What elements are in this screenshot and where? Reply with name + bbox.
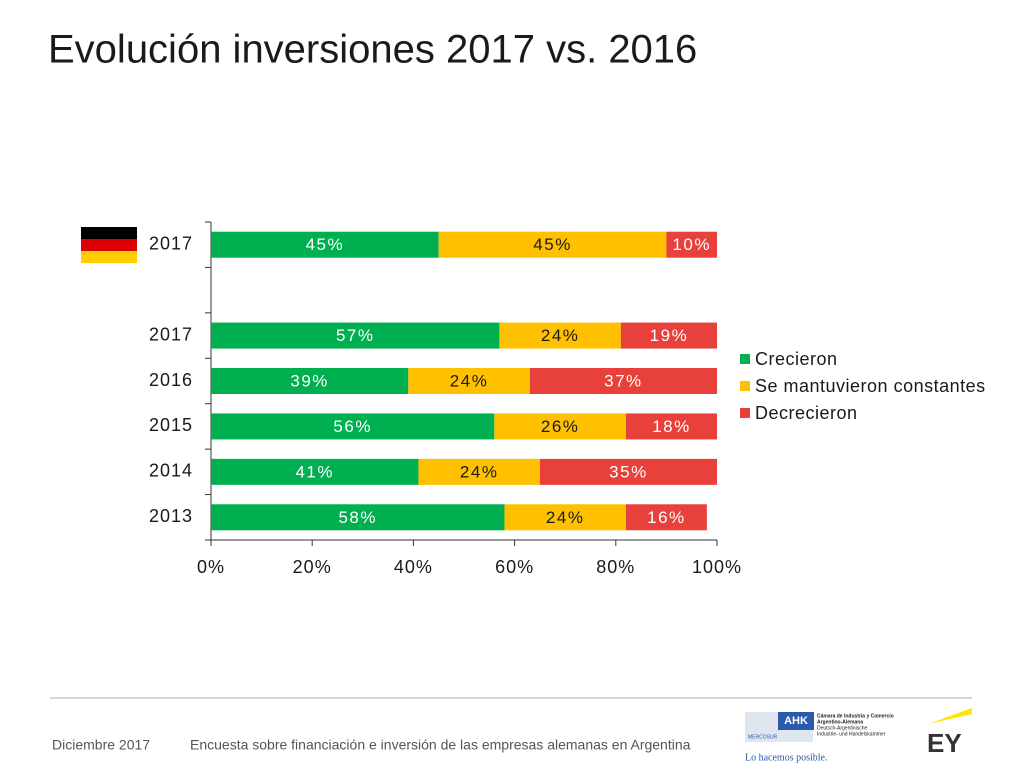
bar-segment: [539, 458, 717, 485]
data-label: 45%: [306, 235, 345, 254]
bar-segment: [620, 322, 717, 349]
bar-segment: [211, 413, 495, 440]
y-tick-label: 2017: [149, 233, 193, 253]
ahk-line: Cámara de Industria y Comercio: [817, 713, 894, 719]
data-label: 57%: [336, 326, 375, 345]
x-tick-label: 80%: [596, 557, 635, 577]
data-label: 24%: [450, 371, 489, 390]
bar-segment: [408, 368, 530, 394]
footer-date: Diciembre 2017: [52, 737, 150, 753]
bar-segment: [625, 413, 717, 440]
data-label: 24%: [541, 326, 580, 345]
ey-logo: EY: [927, 708, 972, 758]
legend-swatch: [740, 381, 750, 391]
slide-title: Evolución inversiones 2017 vs. 2016: [48, 28, 697, 72]
ahk-line: Industrie- und Handelskammer: [817, 731, 886, 737]
bar-segment: [625, 504, 707, 531]
legend-label: Crecieron: [755, 349, 838, 369]
bar-segment: [499, 322, 621, 349]
x-tick-label: 100%: [692, 557, 742, 577]
bar-segment: [438, 231, 667, 258]
bar-segment: [211, 322, 500, 349]
x-tick-label: 20%: [293, 557, 332, 577]
bar-segment: [666, 231, 717, 258]
bar-segment: [504, 504, 626, 531]
mercosur: MERCOSUR: [748, 734, 778, 740]
y-tick-label: 2017: [149, 324, 193, 344]
legend-label: Se mantuvieron constantes: [755, 376, 986, 396]
data-label: 56%: [333, 417, 372, 436]
bar-segment: [529, 368, 717, 394]
germany-flag: [81, 227, 137, 263]
data-label: 26%: [541, 417, 580, 436]
data-label: 10%: [672, 235, 711, 254]
bar-segment: [211, 368, 409, 394]
data-label: 35%: [609, 462, 648, 481]
y-tick-label: 2015: [149, 415, 193, 435]
ahk-mark: AHK: [784, 715, 808, 727]
ahk-line: Deutsch-Argentinische: [817, 725, 868, 731]
data-label: 37%: [604, 371, 643, 390]
data-label: 24%: [460, 462, 499, 481]
footer-text: Encuesta sobre financiación e inversión …: [190, 737, 691, 753]
data-label: 58%: [338, 508, 377, 527]
ey-mark: EY: [927, 728, 962, 758]
data-label: 41%: [295, 462, 334, 481]
data-label: 45%: [533, 235, 572, 254]
legend-swatch: [740, 354, 750, 364]
ahk-logo: AHK MERCOSUR Cámara de Industria y Comer…: [745, 712, 894, 763]
legend-swatch: [740, 408, 750, 418]
data-label: 16%: [647, 508, 686, 527]
bar-segment: [211, 458, 419, 485]
data-label: 39%: [290, 371, 329, 390]
data-label: 24%: [546, 508, 585, 527]
bar-segment: [418, 458, 540, 485]
y-tick-label: 2014: [149, 461, 193, 481]
legend-label: Decrecieron: [755, 403, 858, 423]
y-tick-label: 2013: [149, 506, 193, 526]
data-label: 18%: [652, 417, 691, 436]
x-tick-label: 60%: [495, 557, 534, 577]
y-tick-label: 2016: [149, 370, 193, 390]
ahk-slogan: Lo hacemos posible.: [745, 752, 827, 763]
ahk-line: Argentino-Alemana: [817, 719, 863, 725]
x-tick-label: 40%: [394, 557, 433, 577]
bar-segment: [211, 231, 439, 258]
bar-segment: [494, 413, 626, 440]
bar-segment: [211, 504, 505, 531]
x-tick-label: 0%: [197, 557, 225, 577]
data-label: 19%: [650, 326, 689, 345]
